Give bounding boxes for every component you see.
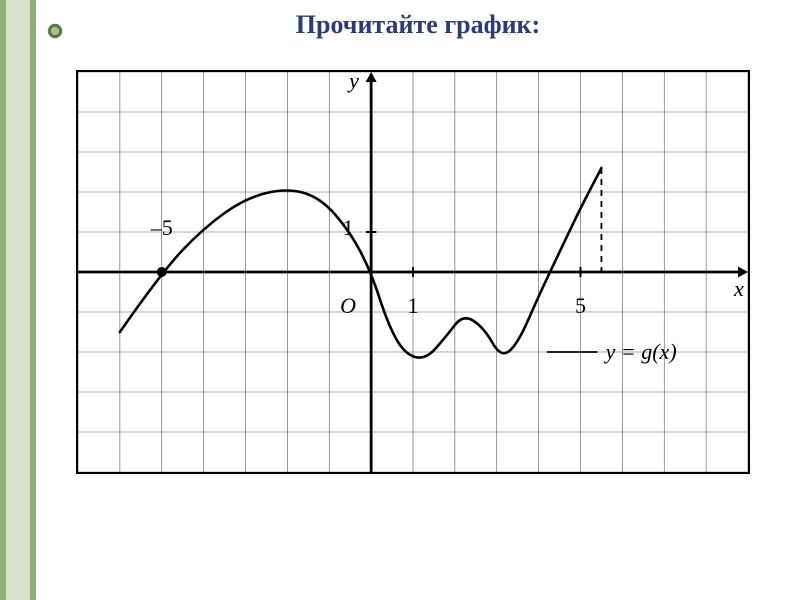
slide-title: Прочитайте график: <box>36 10 800 40</box>
svg-text:1: 1 <box>408 293 419 318</box>
svg-text:y = g(x): y = g(x) <box>604 339 677 364</box>
function-graph: –5 1 1 5 Ox y y = g(x) <box>78 72 748 472</box>
svg-text:–5: –5 <box>150 215 173 240</box>
svg-text:5: 5 <box>575 293 586 318</box>
accent-strip <box>6 0 30 600</box>
svg-text:O: O <box>340 293 356 318</box>
chart-frame: –5 1 1 5 Ox y y = g(x) <box>76 70 750 474</box>
svg-text:y: y <box>347 72 359 93</box>
svg-text:x: x <box>733 276 744 301</box>
slide-root: Прочитайте график: –5 1 1 5 Ox y y = g(x) <box>0 0 800 600</box>
svg-text:1: 1 <box>343 215 354 240</box>
